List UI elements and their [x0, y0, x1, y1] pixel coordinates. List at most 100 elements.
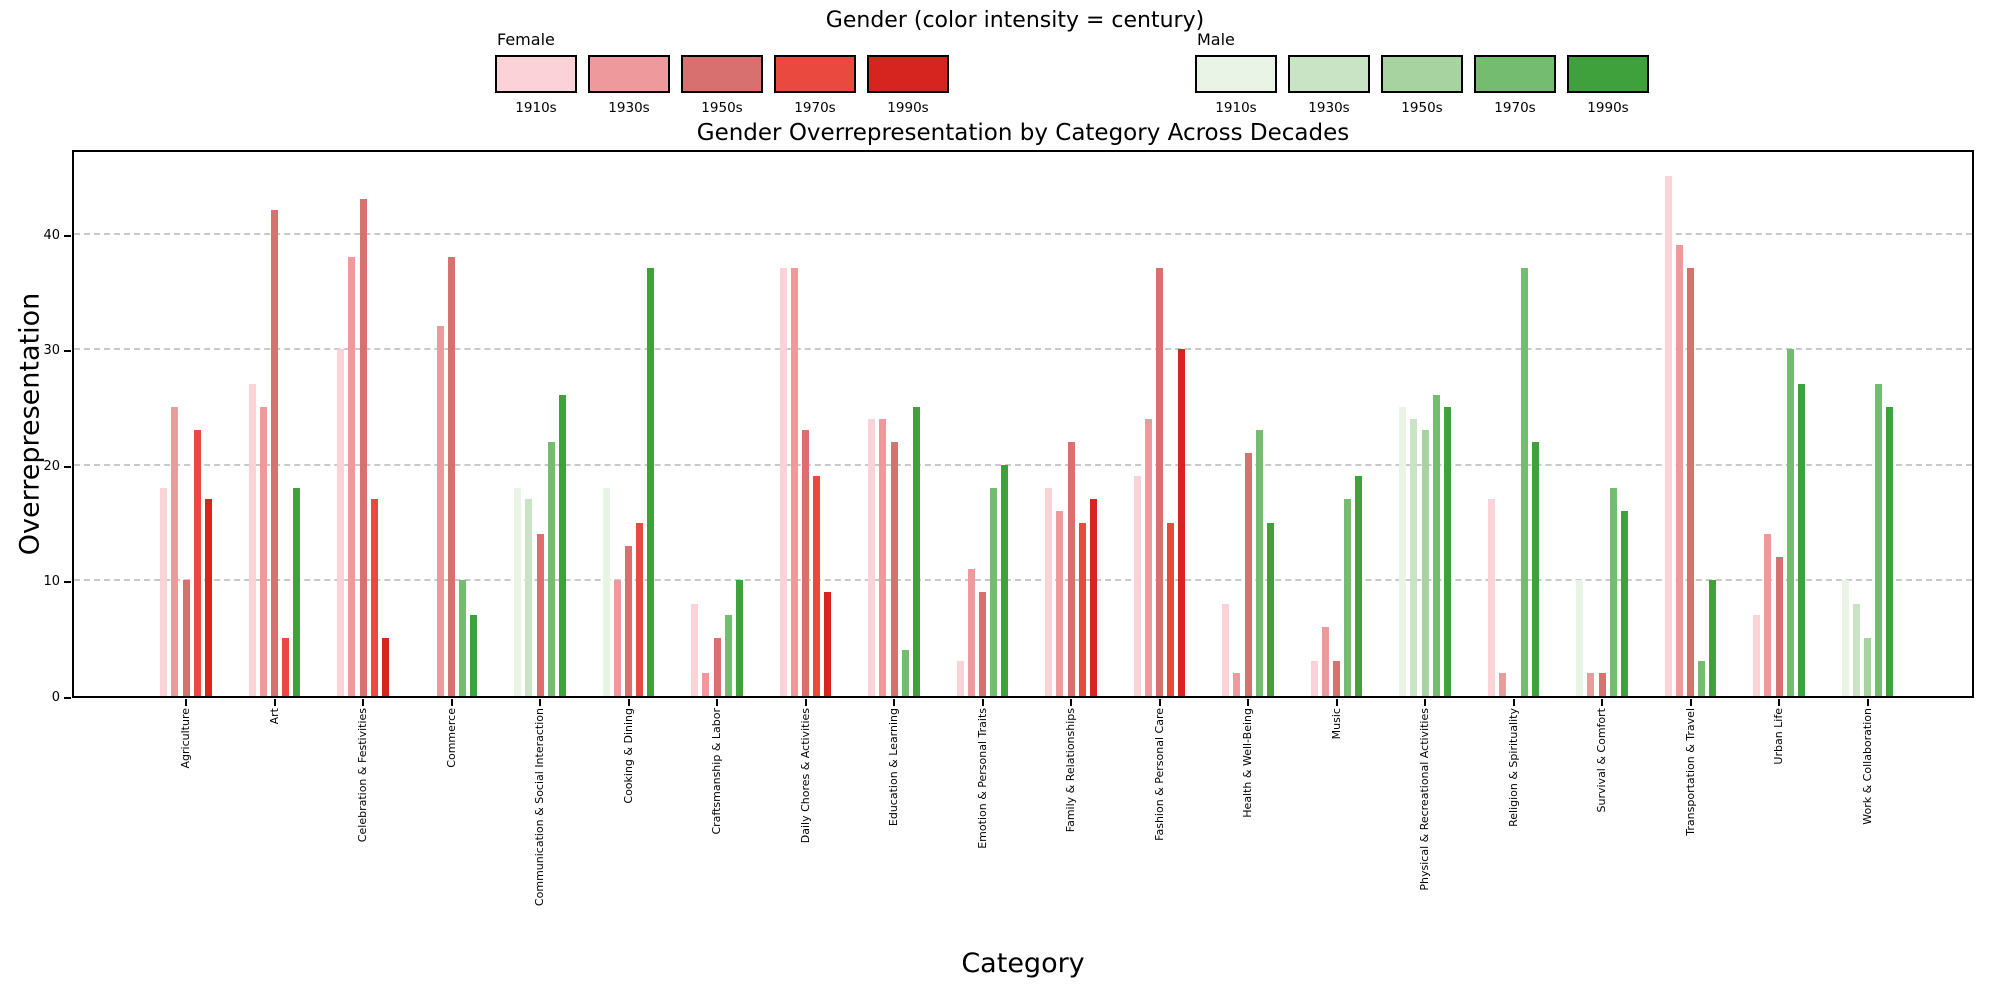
bar-survival-and-comfort-1910s-male — [1576, 580, 1584, 696]
bar-celebration-and-festivities-1930s-female — [348, 256, 356, 696]
bar-daily-chores-and-activities-1910s-female — [779, 268, 787, 696]
x-tick-label-physical-and-recreational-activities: Physical & Recreational Activities — [1418, 708, 1431, 891]
x-tick-label-work-and-collaboration: Work & Collaboration — [1860, 708, 1874, 825]
bar-fashion-and-personal-care-1930s-female — [1144, 418, 1152, 696]
bar-family-and-relationships-1930s-female — [1056, 511, 1064, 696]
bar-cooking-and-dining-1950s-female — [625, 545, 632, 696]
x-tick-label-commerce: Commerce — [444, 708, 458, 768]
x-tick-mark-urban-life — [1778, 699, 1780, 706]
bar-art-1930s-female — [259, 406, 267, 696]
x-tick-mark-art — [273, 699, 276, 706]
bar-survival-and-comfort-1970s-male — [1609, 487, 1617, 696]
bar-craftsmanship-and-labor-1990s-male — [735, 580, 743, 696]
bar-physical-and-recreational-activities-1910s-male — [1399, 406, 1407, 696]
bar-family-and-relationships-1910s-female — [1045, 487, 1053, 696]
bar-family-and-relationships-1970s-female — [1078, 522, 1086, 696]
bar-religion-and-spirituality-1970s-male — [1521, 268, 1529, 696]
bar-survival-and-comfort-1990s-male — [1620, 511, 1628, 696]
bar-urban-life-1950s-female — [1775, 557, 1783, 696]
chart-title: Gender Overrepresentation by Category Ac… — [696, 120, 1350, 146]
bar-education-and-learning-1910s-female — [868, 418, 876, 696]
bar-commerce-1930s-female — [436, 326, 444, 696]
bar-celebration-and-festivities-1990s-female — [381, 638, 389, 696]
bar-fashion-and-personal-care-1990s-female — [1178, 349, 1186, 696]
legend-female-label-1950s: 1950s — [701, 100, 743, 116]
x-tick-label-emotion-and-personal-traits: Emotion & Personal Traits — [975, 708, 989, 849]
x-tick-mark-music — [1335, 699, 1338, 706]
x-tick-mark-health-and-well-being — [1247, 699, 1249, 706]
bar-craftsmanship-and-labor-1950s-female — [713, 638, 721, 696]
x-tick-mark-work-and-collaboration — [1866, 699, 1869, 706]
bar-communication-and-social-interaction-1990s-male — [558, 395, 566, 696]
bar-commerce-1990s-male — [470, 615, 478, 696]
x-tick-mark-craftsmanship-and-labor — [716, 699, 718, 706]
bar-craftsmanship-and-labor-1930s-female — [702, 672, 710, 696]
bar-craftsmanship-and-labor-1970s-male — [724, 615, 732, 696]
legend-title: Gender (color intensity = century) — [825, 8, 1205, 33]
gridline-10 — [74, 579, 1972, 582]
x-tick-label-fashion-and-personal-care: Fashion & Personal Care — [1152, 708, 1166, 841]
bar-fashion-and-personal-care-1910s-female — [1133, 476, 1141, 696]
x-tick-label-daily-chores-and-activities: Daily Chores & Activities — [798, 708, 812, 844]
bar-work-and-collaboration-1970s-male — [1875, 383, 1883, 696]
x-tick-label-religion-and-spirituality: Religion & Spirituality — [1506, 708, 1520, 827]
bar-daily-chores-and-activities-1950s-female — [802, 430, 809, 696]
bar-health-and-well-being-1970s-male — [1255, 430, 1263, 696]
legend-female-label: Female — [497, 30, 555, 49]
legend-male-swatch-1970s — [1474, 55, 1556, 93]
bar-work-and-collaboration-1910s-male — [1841, 580, 1849, 696]
bar-health-and-well-being-1930s-female — [1233, 672, 1241, 696]
x-tick-label-family-and-relationships: Family & Relationships — [1064, 708, 1077, 833]
bar-fashion-and-personal-care-1970s-female — [1167, 522, 1175, 696]
bar-work-and-collaboration-1950s-male — [1864, 638, 1871, 696]
x-tick-mark-physical-and-recreational-activities — [1424, 699, 1426, 706]
bar-emotion-and-personal-traits-1950s-female — [979, 591, 986, 696]
bar-cooking-and-dining-1930s-female — [613, 580, 621, 696]
x-axis-label: Category — [961, 948, 1085, 979]
bar-religion-and-spirituality-1910s-female — [1487, 499, 1495, 696]
x-tick-label-transportation-and-travel: Transportation & Travel — [1683, 708, 1697, 836]
legend-male-swatch-1910s — [1195, 55, 1277, 93]
bar-physical-and-recreational-activities-1950s-male — [1421, 430, 1429, 696]
bar-communication-and-social-interaction-1970s-male — [547, 441, 555, 696]
x-tick-mark-survival-and-comfort — [1601, 699, 1603, 706]
gridline-20 — [74, 463, 1972, 466]
y-tick-mark-30 — [64, 350, 71, 353]
bar-cooking-and-dining-1910s-male — [602, 487, 610, 696]
legend-female-label-1990s: 1990s — [887, 100, 929, 116]
bar-commerce-1970s-male — [459, 580, 467, 696]
bar-cooking-and-dining-1970s-female — [636, 522, 644, 696]
legend-female-swatch-1990s — [867, 55, 949, 93]
bar-survival-and-comfort-1930s-female — [1587, 672, 1595, 696]
bar-celebration-and-festivities-1910s-female — [337, 349, 345, 696]
x-tick-label-communication-and-social-interaction: Communication & Social Interaction — [533, 708, 546, 907]
bar-emotion-and-personal-traits-1990s-male — [1001, 464, 1009, 696]
bar-emotion-and-personal-traits-1930s-female — [967, 568, 975, 696]
bar-survival-and-comfort-1950s-female — [1598, 672, 1606, 696]
x-tick-mark-emotion-and-personal-traits — [981, 699, 984, 706]
legend-male-label-1930s: 1930s — [1308, 100, 1350, 116]
bar-communication-and-social-interaction-1950s-female — [536, 534, 544, 696]
x-tick-mark-celebration-and-festivities — [362, 699, 364, 706]
x-tick-mark-fashion-and-personal-care — [1158, 699, 1161, 706]
bar-physical-and-recreational-activities-1970s-male — [1432, 395, 1440, 696]
bar-urban-life-1990s-male — [1797, 383, 1805, 696]
x-tick-mark-education-and-learning — [893, 699, 895, 706]
bar-emotion-and-personal-traits-1970s-male — [990, 487, 998, 696]
bar-commerce-1950s-female — [448, 256, 455, 696]
x-tick-label-agriculture: Agriculture — [179, 708, 192, 769]
legend-female-label-1910s: 1910s — [515, 100, 557, 116]
bar-music-1930s-female — [1321, 626, 1329, 696]
x-tick-mark-religion-and-spirituality — [1512, 699, 1515, 706]
bar-work-and-collaboration-1990s-male — [1886, 406, 1894, 696]
bar-music-1950s-female — [1333, 661, 1340, 696]
bar-education-and-learning-1930s-female — [879, 418, 887, 696]
y-tick-label-10: 10 — [43, 574, 60, 590]
bar-daily-chores-and-activities-1970s-female — [813, 476, 821, 696]
bar-celebration-and-festivities-1970s-female — [370, 499, 378, 696]
y-axis-label: Overrepresentation — [14, 292, 46, 556]
bar-music-1910s-female — [1310, 661, 1318, 696]
bar-education-and-learning-1970s-male — [901, 649, 909, 696]
legend-female-label-1970s: 1970s — [794, 100, 836, 116]
